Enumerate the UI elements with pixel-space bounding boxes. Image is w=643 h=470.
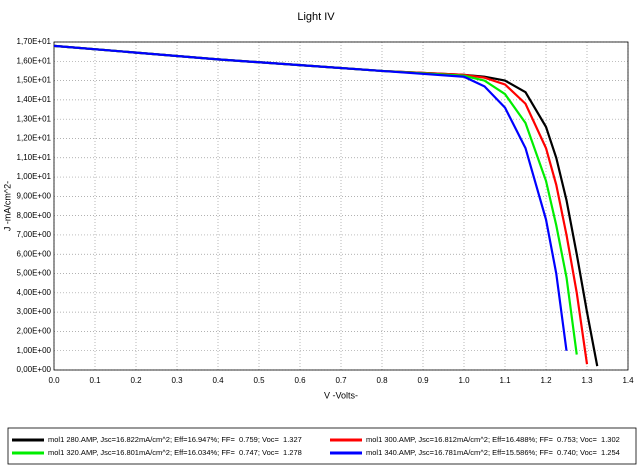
y-tick-label: 3,00E+00 (17, 307, 52, 316)
y-tick-label: 0,00E+00 (17, 365, 52, 374)
x-tick-label: 0.9 (417, 376, 429, 385)
y-tick-label: 7,00E+00 (17, 230, 52, 239)
x-tick-label: 0.5 (253, 376, 265, 385)
x-tick-label: 0.7 (335, 376, 347, 385)
x-tick-label: 0.0 (48, 376, 60, 385)
x-tick-label: 0.3 (171, 376, 183, 385)
x-tick-label: 0.8 (376, 376, 388, 385)
x-tick-label: 0.1 (89, 376, 101, 385)
series-line (53, 44, 568, 351)
y-tick-label: 1,10E+01 (17, 153, 52, 162)
y-tick-label: 1,40E+01 (17, 95, 52, 104)
legend-label: mol1 280.AMP, Jsc=16.822mA/cm^2; Eff=16.… (48, 435, 302, 444)
y-tick-label: 1,70E+01 (17, 37, 52, 46)
x-axis-label: V -Volts- (324, 390, 358, 400)
y-tick-label: 1,20E+01 (17, 134, 52, 143)
x-tick-label: 0.4 (212, 376, 224, 385)
y-tick-label: 2,00E+00 (17, 327, 52, 336)
x-tick-label: 1.2 (540, 376, 552, 385)
x-tick-label: 0.6 (294, 376, 306, 385)
y-tick-label: 8,00E+00 (17, 211, 52, 220)
y-tick-label: 6,00E+00 (17, 249, 52, 258)
plot-frame (53, 41, 629, 371)
y-tick-label: 1,60E+01 (17, 56, 52, 65)
x-tick-label: 0.2 (130, 376, 142, 385)
y-tick-label: 9,00E+00 (17, 191, 52, 200)
legend-label: mol1 300.AMP, Jsc=16.812mA/cm^2; Eff=16.… (366, 435, 620, 444)
legend-label: mol1 340.AMP, Jsc=16.781mA/cm^2; Eff=15.… (366, 448, 620, 457)
legend-box (7, 427, 637, 465)
y-tick-label: 5,00E+00 (17, 269, 52, 278)
series-line (53, 44, 578, 355)
y-tick-label: 1,50E+01 (17, 76, 52, 85)
x-tick-label: 1.4 (622, 376, 634, 385)
x-tick-label: 1.1 (499, 376, 511, 385)
series-line (53, 44, 589, 365)
y-tick-label: 4,00E+00 (17, 288, 52, 297)
y-axis-label: J -mA/cm^2- (2, 181, 12, 231)
y-tick-label: 1,30E+01 (17, 114, 52, 123)
y-tick-label: 1,00E+00 (17, 346, 52, 355)
x-tick-label: 1.0 (458, 376, 470, 385)
x-tick-label: 1.3 (581, 376, 593, 385)
chart-title: Light IV (297, 11, 335, 23)
legend-label: mol1 320.AMP, Jsc=16.801mA/cm^2; Eff=16.… (48, 448, 302, 457)
y-tick-label: 1,00E+01 (17, 172, 52, 181)
